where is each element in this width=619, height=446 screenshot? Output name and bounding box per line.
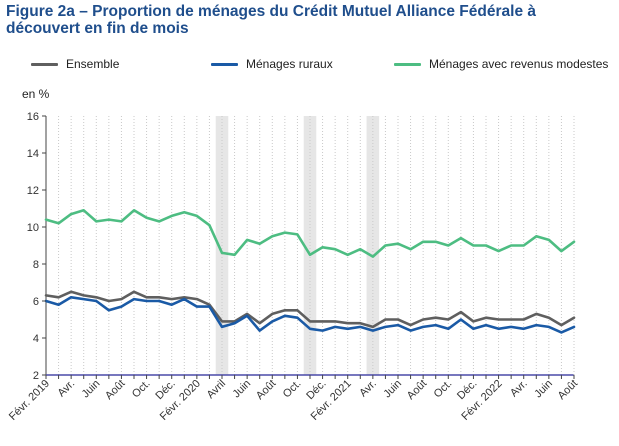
x-tick-label: Avr. [56, 378, 78, 400]
y-tick-label: 10 [27, 222, 39, 234]
x-tick-label: Févr. 2019 [7, 378, 52, 423]
chart-title: Figure 2a – Proportion de ménages du Cré… [6, 3, 536, 37]
x-tick-label: Août [556, 378, 580, 402]
y-tick-label: 6 [33, 296, 39, 308]
x-tick-label: Oct. [281, 378, 304, 401]
x-tick-label: Août [103, 378, 127, 402]
legend-item-ensemble: Ensemble [31, 57, 119, 71]
legend-item-menages-ruraux: Ménages ruraux [211, 57, 333, 71]
y-tick-label: 16 [27, 111, 39, 123]
x-tick-label: Oct. [432, 378, 455, 401]
y-tick-label: 8 [33, 259, 39, 271]
legend-label-revenus-modestes: Ménages avec revenus modestes [429, 57, 609, 71]
x-tick-label: Août [254, 378, 278, 402]
x-tick-label: Oct. [130, 378, 153, 401]
legend-swatch-menages-ruraux [211, 62, 238, 66]
legend-label-ensemble: Ensemble [66, 57, 120, 71]
y-axis-unit-label: en % [22, 87, 50, 101]
x-tick-label: Juin [231, 378, 254, 401]
x-tick-label: Avr. [508, 378, 530, 400]
legend-label-menages-ruraux: Ménages ruraux [246, 57, 333, 71]
x-tick-label: Juin [80, 378, 103, 401]
series-line-menages-avec-revenus-modestes [44, 209, 576, 258]
legend-swatch-ensemble [31, 62, 58, 66]
series-line-ensemble [44, 290, 576, 329]
chart-legend: Ensemble Ménages ruraux Ménages avec rev… [0, 57, 619, 73]
x-tick-label: Juin [532, 378, 555, 401]
y-tick-label: 12 [27, 185, 39, 197]
y-tick-label: 14 [27, 148, 39, 160]
y-tick-label: 4 [33, 333, 39, 345]
series-line-menages-ruraux [44, 295, 576, 334]
legend-swatch-revenus-modestes [394, 62, 421, 66]
x-tick-label: Août [405, 378, 429, 402]
legend-item-revenus-modestes: Ménages avec revenus modestes [394, 57, 608, 71]
x-tick-label: Avril [205, 378, 228, 401]
x-tick-label: Juin [381, 378, 404, 401]
x-tick-label: Avr. [357, 378, 379, 400]
y-tick-label: 2 [33, 370, 39, 382]
